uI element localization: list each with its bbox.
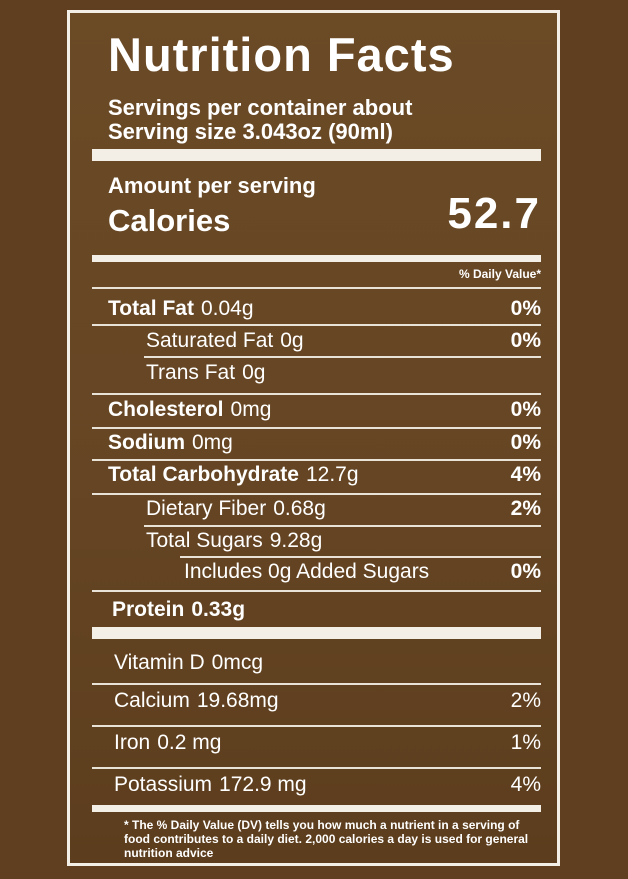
nutrient-row-trans-fat: Trans Fat 0g <box>92 361 541 385</box>
nutrient-dv: 0% <box>510 398 541 421</box>
nutrient-amount: 0.33g <box>191 598 246 621</box>
vitamin-row-potassium: Potassium 172.9 mg 4% <box>92 773 541 797</box>
calories-value: 52.7 <box>447 189 541 238</box>
vitamin-dv: 1% <box>510 731 541 754</box>
divider <box>92 493 541 495</box>
nutrient-name: Saturated Fat <box>146 329 274 352</box>
divider <box>92 393 541 395</box>
divider <box>92 767 541 769</box>
servings-per-container: Servings per container about <box>108 95 413 120</box>
nutrient-amount: 0.04g <box>200 297 254 320</box>
divider <box>92 427 541 429</box>
daily-value-header: % Daily Value* <box>458 267 541 281</box>
medium-divider <box>92 805 541 812</box>
divider <box>144 356 541 358</box>
nutrient-dv: 0% <box>510 329 541 352</box>
vitamin-row-vitamin-d: Vitamin D 0mcg <box>92 651 541 675</box>
divider <box>92 683 541 685</box>
nutrient-amount: 0g <box>242 361 266 384</box>
nutrition-label: Nutrition Facts Servings per container a… <box>67 10 560 866</box>
nutrient-name: Dietary Fiber <box>146 497 267 520</box>
vitamin-row-iron: Iron 0.2 mg 1% <box>92 731 541 755</box>
divider <box>92 459 541 461</box>
label-title: Nutrition Facts <box>108 28 455 81</box>
divider <box>144 525 541 527</box>
vitamin-dv: 4% <box>510 773 541 796</box>
nutrient-name: Includes 0g Added Sugars <box>184 560 430 583</box>
nutrient-row-saturated-fat: Saturated Fat 0g 0% <box>92 329 541 353</box>
divider <box>180 556 541 558</box>
calories-row: Calories 52.7 <box>92 189 541 239</box>
nutrient-dv: 0% <box>510 560 541 583</box>
vitamin-amount: 172.9 mg <box>219 773 307 796</box>
medium-divider <box>92 255 541 262</box>
vitamin-name: Calcium <box>114 689 190 712</box>
nutrient-amount: 0.68g <box>273 497 326 520</box>
nutrient-row-added-sugars: Includes 0g Added Sugars 0% <box>92 560 541 584</box>
vitamin-amount: 0mcg <box>211 651 264 674</box>
nutrient-dv: 2% <box>510 497 541 520</box>
nutrient-row-protein: Protein 0.33g <box>92 598 541 622</box>
vitamin-name: Potassium <box>114 773 213 796</box>
nutrient-row-sodium: Sodium 0mg 0% <box>92 431 541 455</box>
vitamin-name: Iron <box>114 731 151 754</box>
vitamin-dv: 2% <box>510 689 541 712</box>
serving-size: Serving size 3.043oz (90ml) <box>108 119 393 144</box>
nutrient-amount: 0g <box>280 329 304 352</box>
nutrient-dv: 4% <box>510 463 541 486</box>
vitamin-name: Vitamin D <box>114 651 205 674</box>
nutrient-name: Cholesterol <box>108 398 224 421</box>
divider <box>92 324 541 326</box>
nutrient-row-total-fat: Total Fat 0.04g 0% <box>92 297 541 321</box>
vitamin-row-calcium: Calcium 19.68mg 2% <box>92 689 541 713</box>
thick-divider <box>92 627 541 639</box>
nutrient-amount: 12.7g <box>305 463 359 486</box>
divider <box>92 287 541 289</box>
nutrient-row-dietary-fiber: Dietary Fiber 0.68g 2% <box>92 497 541 521</box>
calories-label: Calories <box>108 203 231 238</box>
nutrient-row-cholesterol: Cholesterol 0mg 0% <box>92 398 541 422</box>
nutrient-dv: 0% <box>510 297 541 320</box>
nutrient-dv: 0% <box>510 431 541 454</box>
divider <box>92 590 541 592</box>
vitamin-amount: 19.68mg <box>196 689 279 712</box>
nutrient-name: Total Sugars <box>146 529 263 552</box>
nutrient-name: Sodium <box>108 431 185 454</box>
nutrient-amount: 0mg <box>192 431 233 454</box>
nutrient-name: Protein <box>112 598 185 621</box>
nutrient-amount: 9.28g <box>269 529 323 552</box>
divider <box>92 725 541 727</box>
nutrient-name: Total Carbohydrate <box>108 463 299 486</box>
nutrient-row-total-carbohydrate: Total Carbohydrate 12.7g 4% <box>92 463 541 487</box>
nutrient-amount: 0mg <box>230 398 272 421</box>
amount-per-serving: Amount per serving <box>108 173 316 198</box>
vitamin-amount: 0.2 mg <box>157 731 222 754</box>
nutrient-row-total-sugars: Total Sugars 9.28g <box>92 529 541 553</box>
nutrient-name: Total Fat <box>108 297 194 320</box>
nutrient-name: Trans Fat <box>146 361 236 384</box>
thick-divider <box>92 149 541 161</box>
footnote: * The % Daily Value (DV) tells you how m… <box>124 818 529 860</box>
